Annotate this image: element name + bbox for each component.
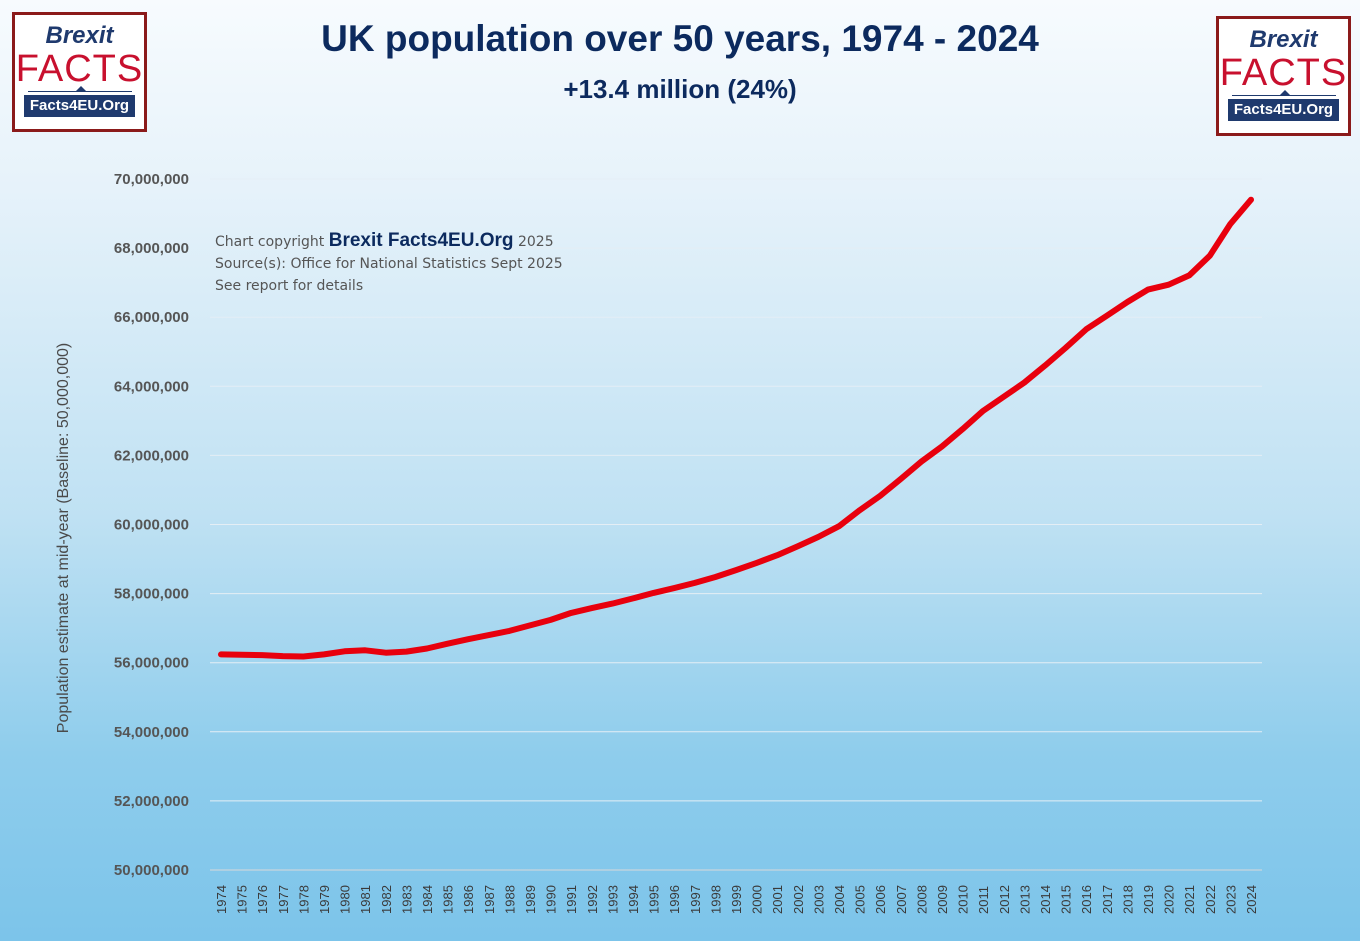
x-tick-label: 1980 xyxy=(338,885,353,914)
x-tick-label: 1985 xyxy=(441,885,456,914)
x-tick-label: 2016 xyxy=(1079,885,1094,914)
x-tick-label: 2023 xyxy=(1223,885,1238,914)
x-tick-label: 1992 xyxy=(585,885,600,914)
x-tick-label: 2005 xyxy=(853,885,868,914)
x-tick-label: 2021 xyxy=(1182,885,1197,914)
x-tick-label: 2014 xyxy=(1038,885,1053,914)
copyright-note: Chart copyright Brexit Facts4EU.Org 2025 xyxy=(215,230,554,252)
y-tick-label: 52,000,000 xyxy=(114,793,189,810)
x-tick-label: 2000 xyxy=(750,885,765,914)
y-tick-label: 50,000,000 xyxy=(114,862,189,879)
x-tick-label: 2012 xyxy=(997,885,1012,914)
x-tick-label: 2010 xyxy=(956,885,971,914)
x-tick-label: 2006 xyxy=(873,885,888,914)
x-tick-label: 1998 xyxy=(708,885,723,914)
series-group xyxy=(218,196,1254,660)
x-tick-label: 1996 xyxy=(667,885,682,914)
x-tick-label: 1979 xyxy=(317,885,332,914)
x-tick-label: 1976 xyxy=(255,885,270,914)
logo-org-badge: Facts4EU.Org xyxy=(1227,99,1340,121)
x-tick-label: 2011 xyxy=(976,886,991,914)
x-tick-label: 1974 xyxy=(214,885,229,914)
x-tick-label: 1991 xyxy=(564,885,579,914)
logo-facts-text: FACTS xyxy=(15,48,144,90)
y-tick-label: 60,000,000 xyxy=(114,517,189,534)
x-tick-label: 2022 xyxy=(1203,885,1218,914)
x-tick-label: 1977 xyxy=(276,885,291,914)
x-tick-label: 2020 xyxy=(1162,885,1177,914)
y-axis-tick-labels: 50,000,000 52,000,000 54,000,000 56,000,000… xyxy=(114,171,189,879)
logo-divider xyxy=(27,86,132,92)
x-tick-label: 2019 xyxy=(1141,885,1156,914)
copyright-brand: Brexit Facts4EU.Org xyxy=(328,230,514,251)
y-tick-label: 56,000,000 xyxy=(114,655,189,672)
brexit-facts-logo-left: Brexit FACTS Facts4EU.Org xyxy=(12,12,147,132)
x-tick-label: 2001 xyxy=(770,885,785,914)
source-note: Source(s): Office for National Statistic… xyxy=(215,256,563,272)
logo-brexit-text: Brexit xyxy=(1249,26,1318,53)
x-tick-label: 1994 xyxy=(626,885,641,914)
details-note: See report for details xyxy=(215,278,364,294)
logo-brexit-text: Brexit xyxy=(45,22,114,49)
y-tick-label: 66,000,000 xyxy=(114,309,189,326)
gridlines xyxy=(210,178,1262,871)
y-tick-label: 68,000,000 xyxy=(114,240,189,257)
logo-divider xyxy=(1231,90,1336,96)
copyright-year: 2025 xyxy=(517,234,554,250)
x-tick-label: 2007 xyxy=(894,885,909,914)
copyright-prefix: Chart copyright xyxy=(215,234,325,250)
y-axis-label: Population estimate at mid-year (Baselin… xyxy=(55,343,72,733)
y-tick-label: 58,000,000 xyxy=(114,586,189,603)
x-tick-label: 1993 xyxy=(605,885,620,914)
x-tick-label: 2013 xyxy=(1017,885,1032,914)
x-tick-label: 1989 xyxy=(523,885,538,914)
x-tick-label: 1988 xyxy=(502,885,517,914)
x-tick-label: 1990 xyxy=(544,885,559,914)
population-series-line xyxy=(218,196,1254,660)
x-tick-label: 2002 xyxy=(791,885,806,914)
x-tick-label: 1984 xyxy=(420,885,435,914)
x-tick-label: 1982 xyxy=(379,885,394,914)
x-axis-tick-labels: 1974 1975 1976 1977 1978 1979 1980 1981 1982 1983… xyxy=(214,885,1259,914)
y-tick-label: 62,000,000 xyxy=(114,447,189,464)
x-tick-label: 1975 xyxy=(235,885,250,914)
y-tick-label: 64,000,000 xyxy=(114,378,189,395)
logo-facts-text: FACTS xyxy=(1219,52,1348,94)
brexit-facts-logo-right: Brexit FACTS Facts4EU.Org xyxy=(1216,16,1351,136)
x-tick-label: 2015 xyxy=(1059,885,1074,914)
y-tick-label: 54,000,000 xyxy=(114,724,189,741)
x-tick-label: 1997 xyxy=(688,885,703,914)
x-tick-label: 2024 xyxy=(1244,885,1259,914)
x-tick-label: 2009 xyxy=(935,885,950,914)
x-tick-label: 2004 xyxy=(832,885,847,914)
x-tick-label: 2003 xyxy=(811,885,826,914)
x-tick-label: 1995 xyxy=(647,885,662,914)
x-tick-label: 1986 xyxy=(461,885,476,914)
x-tick-label: 2008 xyxy=(914,885,929,914)
x-tick-label: 1999 xyxy=(729,885,744,914)
chart-subtitle: +13.4 million (24%) xyxy=(563,74,797,104)
logo-org-badge: Facts4EU.Org xyxy=(23,95,136,117)
x-tick-label: 1987 xyxy=(482,885,497,914)
x-tick-label: 2018 xyxy=(1120,885,1135,914)
x-tick-label: 1978 xyxy=(296,885,311,914)
chart-title: UK population over 50 years, 1974 - 2024 xyxy=(321,18,1039,59)
y-tick-label: 70,000,000 xyxy=(114,171,189,188)
x-tick-label: 1981 xyxy=(358,885,373,914)
x-tick-label: 2017 xyxy=(1100,885,1115,914)
x-tick-label: 1983 xyxy=(399,885,414,914)
